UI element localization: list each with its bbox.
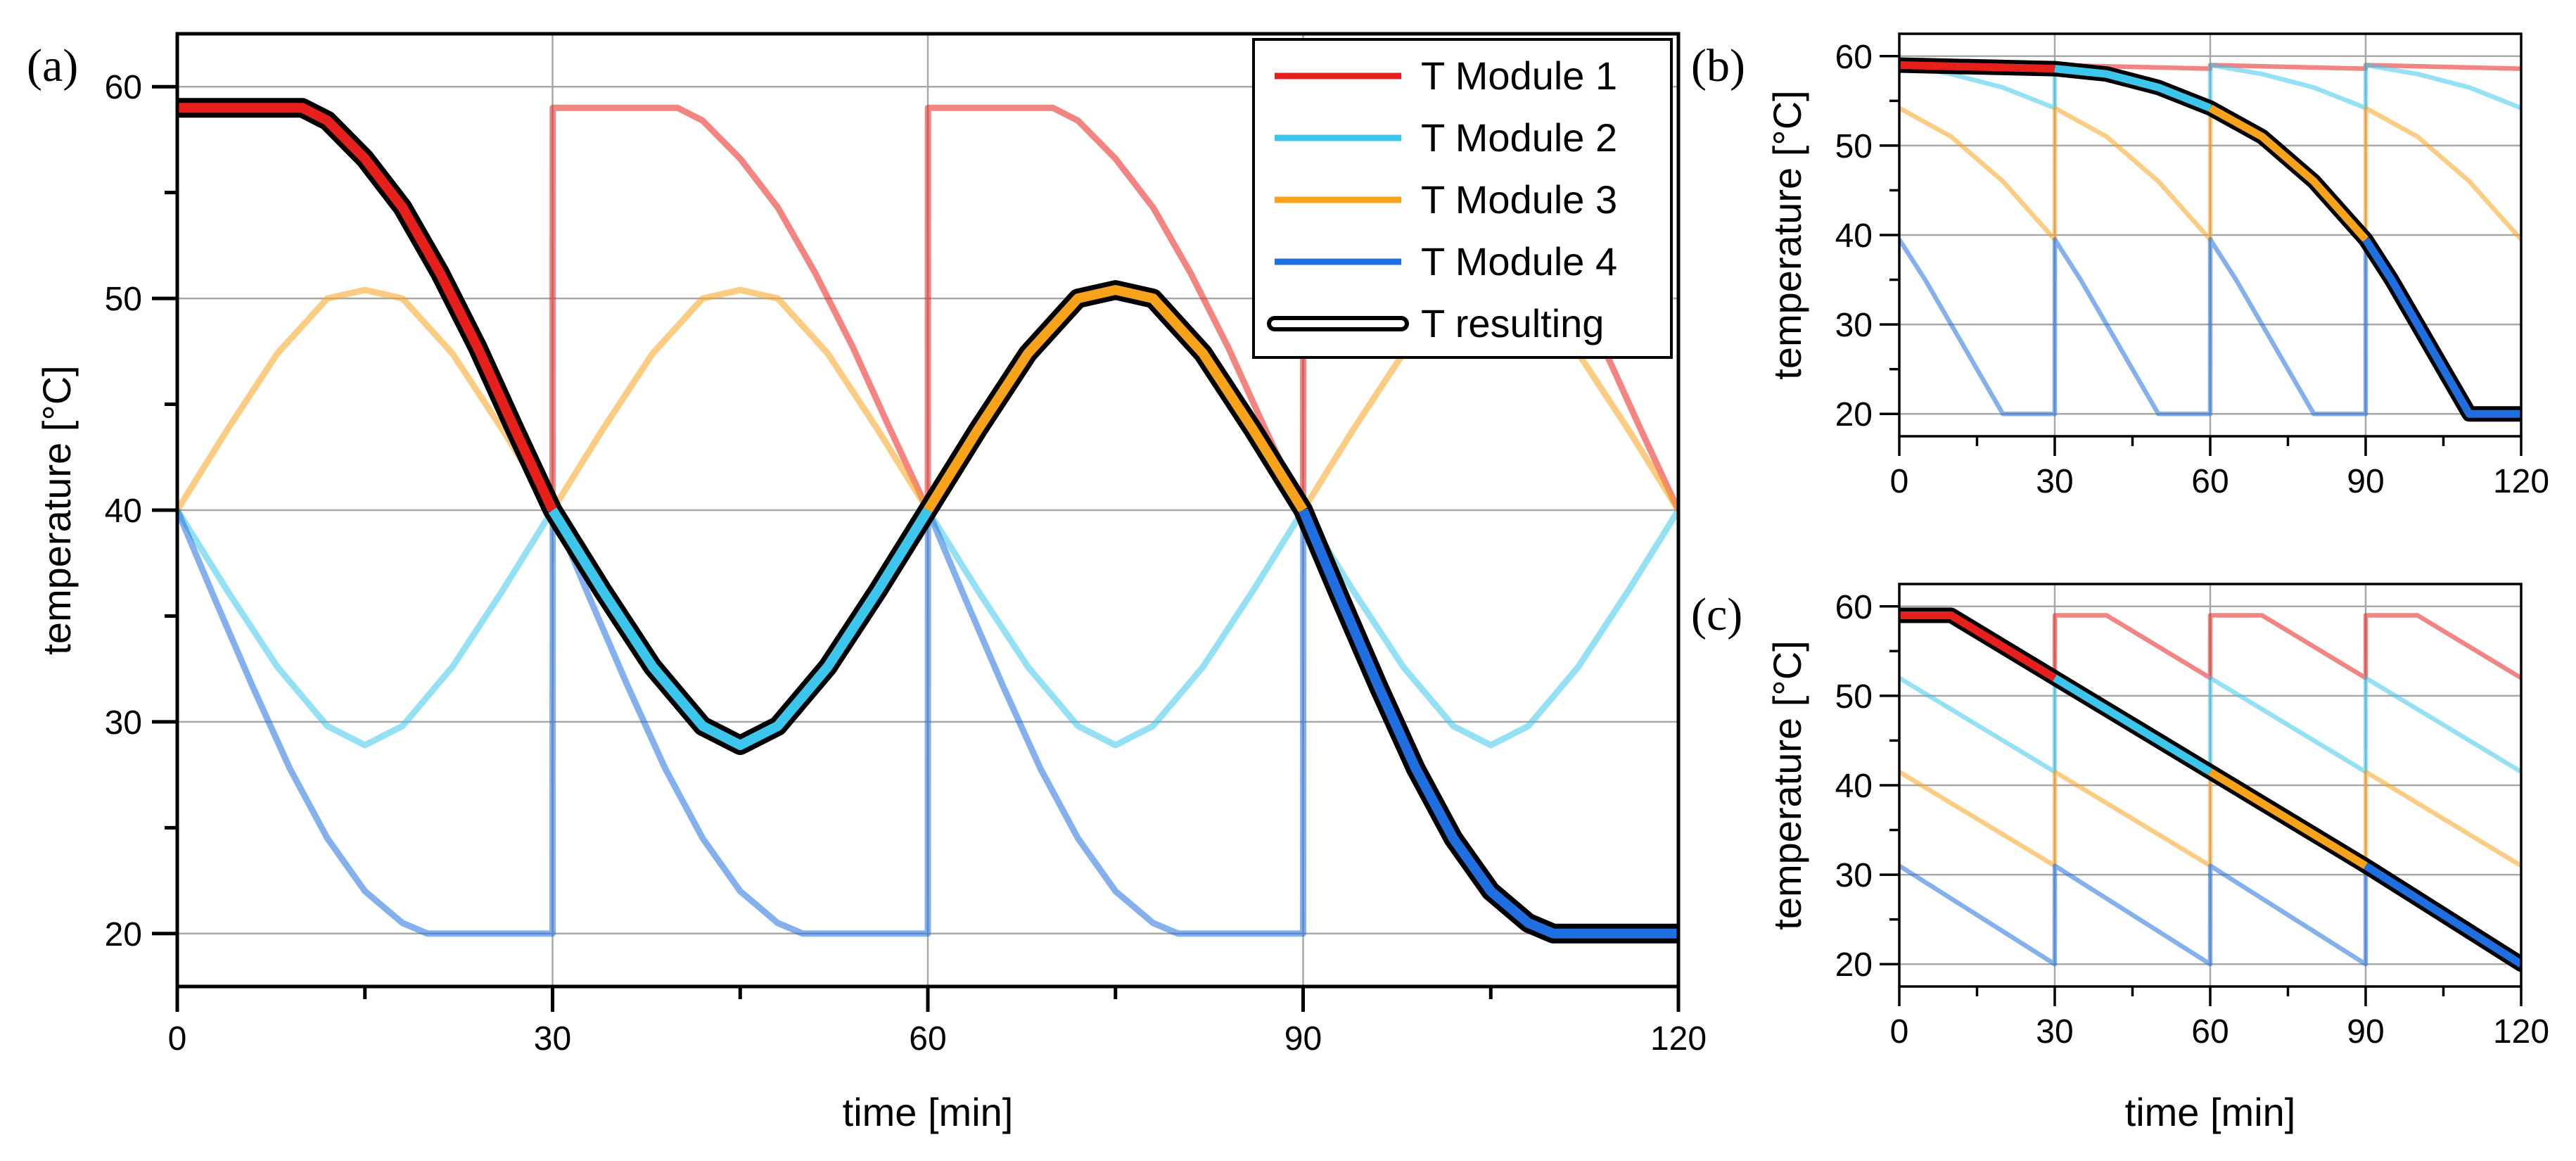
- x-axis-title: time [min]: [843, 1090, 1014, 1134]
- series-line-resulting-segment-4: [2364, 862, 2521, 968]
- x-tick-label: 0: [168, 1020, 187, 1058]
- plot-area: [177, 98, 1678, 944]
- x-tick-label: 30: [2036, 1013, 2073, 1051]
- plot-area: [1899, 57, 2521, 422]
- panel-label: (a): [27, 40, 78, 91]
- series-line-module-2: [1899, 63, 2521, 110]
- y-tick-label: 20: [1835, 396, 1873, 433]
- series-line-resulting-segment-2: [548, 507, 932, 750]
- x-tick-label: 0: [1890, 463, 1909, 500]
- legend-entry-label: T Module 1: [1421, 53, 1617, 98]
- series-line-module-4: [1899, 237, 2521, 417]
- y-tick-label: 50: [1835, 678, 1873, 716]
- panel-a: 0 30 60 90 120 20 30 40 50 60 time [min] temperatur…: [27, 32, 1707, 1134]
- panel-b: 0 30 60 90 120 20 30 40 50 60 temperature [°C] (b): [1691, 32, 2549, 500]
- y-tick-label: 50: [105, 281, 142, 318]
- panel-c: 0 30 60 90 120 20 30 40 50 60 time [min] temperatur…: [1691, 583, 2549, 1134]
- y-axis-title: temperature [°C]: [34, 365, 79, 654]
- y-tick-label: 60: [105, 69, 142, 106]
- y-axis-title: temperature [°C]: [1765, 640, 1809, 930]
- y-tick-label: 60: [1835, 589, 1873, 626]
- panel-label: (c): [1691, 589, 1742, 640]
- x-tick-label: 60: [909, 1020, 946, 1058]
- y-tick-label: 40: [1835, 217, 1873, 255]
- y-tick-label: 20: [105, 916, 142, 953]
- series-line-module-4: [1899, 863, 2521, 967]
- series-line-resulting-segment-1: [1899, 61, 2055, 73]
- legend-entry-label: T Module 2: [1421, 115, 1617, 160]
- series-line-resulting-segment-4: [1299, 508, 1678, 939]
- y-tick-label: 20: [1835, 946, 1873, 984]
- series-line-resulting-segment-3: [2208, 768, 2368, 870]
- x-tick-label: 120: [1650, 1020, 1707, 1058]
- x-tick-label: 120: [2493, 463, 2549, 500]
- series-line-resulting-segment-4: [2362, 237, 2521, 418]
- y-tick-label: 30: [1835, 857, 1873, 894]
- x-tick-label: 120: [2493, 1013, 2549, 1051]
- plot-area: [1899, 607, 2521, 972]
- y-axis-title: temperature [°C]: [1765, 90, 1809, 379]
- panel-label: (b): [1691, 40, 1745, 91]
- legend: T Module 1 T Module 2 T Module 3 T Module 4…: [1252, 38, 1673, 359]
- x-tick-label: 60: [2191, 1013, 2229, 1051]
- series-line-resulting-segment-1: [1899, 611, 2057, 682]
- y-tick-label: 30: [1835, 307, 1873, 344]
- y-tick-label: 30: [105, 704, 142, 742]
- y-tick-label: 40: [1835, 768, 1873, 805]
- series-line-resulting-segment-3: [2208, 104, 2369, 243]
- x-tick-label: 90: [2347, 1013, 2384, 1051]
- x-tick-label: 90: [1284, 1020, 1322, 1058]
- x-axis-title: time [min]: [2125, 1090, 2296, 1134]
- series-line-module-3: [1899, 106, 2521, 242]
- y-tick-label: 60: [1835, 39, 1873, 76]
- x-tick-label: 0: [1890, 1013, 1909, 1051]
- legend-entry-label: T resulting: [1421, 301, 1604, 345]
- series-line-module-3: [1899, 769, 2521, 868]
- x-tick-label: 60: [2191, 463, 2229, 500]
- y-tick-label: 50: [1835, 128, 1873, 165]
- series-line-resulting-segment-2: [2053, 674, 2212, 775]
- legend-entry-label: T Module 4: [1421, 239, 1617, 284]
- x-tick-label: 30: [534, 1020, 571, 1058]
- series-line-resulting-segment-1: [177, 103, 557, 512]
- series-line-module-2: [1899, 675, 2521, 775]
- x-tick-label: 90: [2347, 463, 2384, 500]
- legend-entry-label: T Module 3: [1421, 177, 1617, 222]
- y-tick-label: 40: [105, 493, 142, 530]
- series-line-resulting-segment-3: [924, 285, 1308, 513]
- x-tick-label: 30: [2036, 463, 2073, 500]
- series-line-resulting-segment-2: [2054, 65, 2212, 112]
